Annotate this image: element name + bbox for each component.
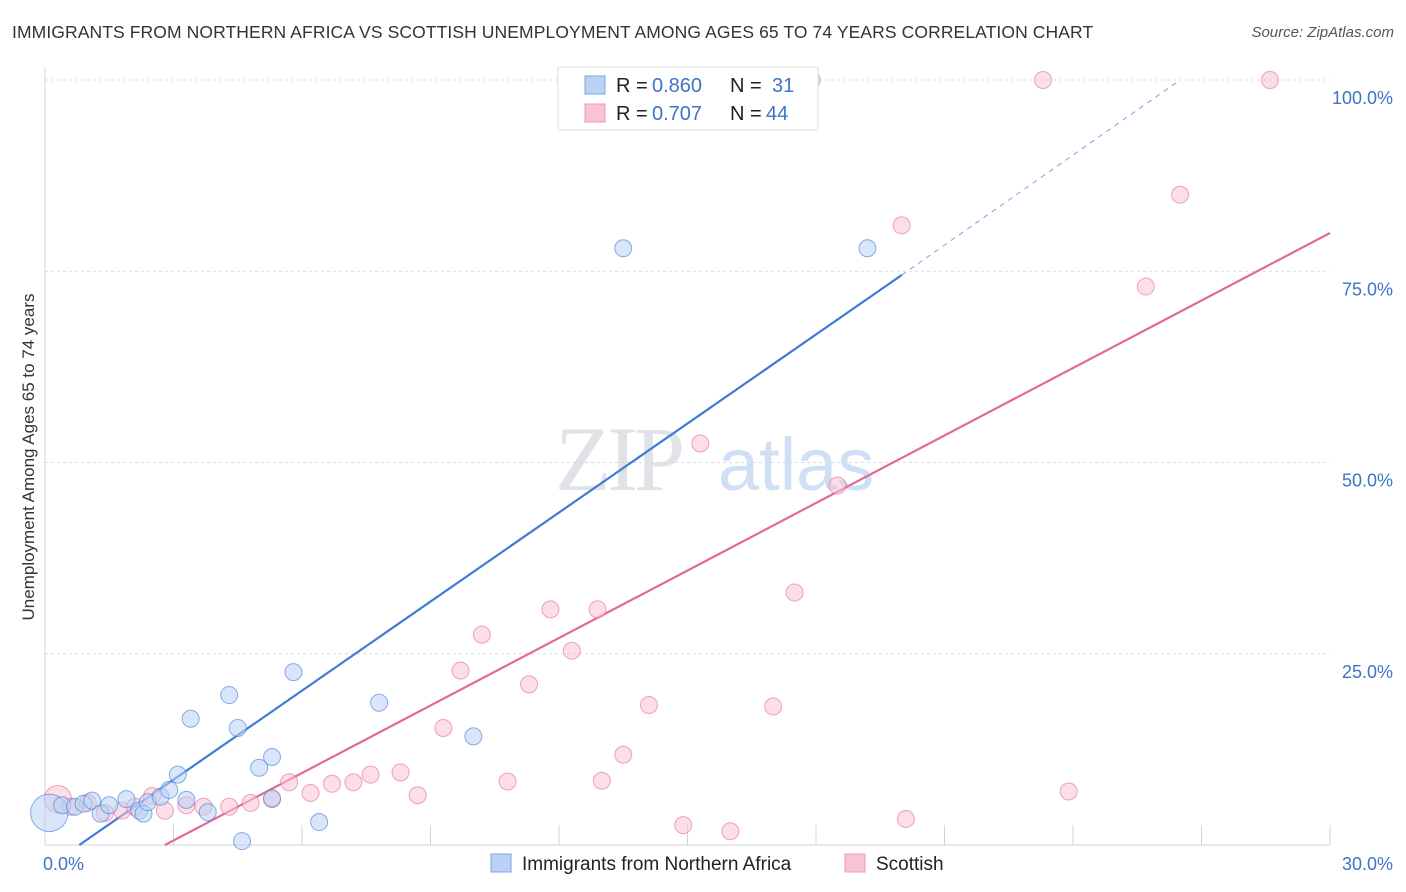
legend-r-value-pink: 0.707 xyxy=(652,103,702,125)
point-blue-28 xyxy=(858,239,877,258)
point-pink-33 xyxy=(721,822,740,841)
point-blue-19 xyxy=(233,832,252,851)
trend-lines xyxy=(78,79,1331,846)
point-pink-21 xyxy=(451,661,470,680)
point-pink-43 xyxy=(1136,277,1155,296)
point-pink-36 xyxy=(785,583,804,602)
grid-lines xyxy=(45,79,1330,655)
point-pink-10 xyxy=(220,797,239,816)
trend-line-pink xyxy=(164,232,1331,846)
x-tick-label-0: 0.0% xyxy=(43,854,84,874)
data-points xyxy=(30,71,1280,851)
legend-n-value-pink: 44 xyxy=(766,103,788,125)
point-pink-45 xyxy=(1261,71,1280,89)
point-pink-42 xyxy=(1059,782,1078,801)
trend-line-blue xyxy=(78,274,903,846)
legend-n-value-blue: 31 xyxy=(772,75,794,97)
point-blue-12 xyxy=(160,780,179,799)
series-legend-swatch-blue xyxy=(490,853,512,873)
point-pink-25 xyxy=(541,600,560,619)
point-pink-17 xyxy=(361,765,380,784)
point-blue-17 xyxy=(220,686,239,705)
legend-r-value-blue: 0.860 xyxy=(652,75,702,97)
point-blue-20 xyxy=(250,758,269,777)
point-pink-32 xyxy=(691,434,710,453)
point-blue-13 xyxy=(168,765,187,784)
point-blue-7 xyxy=(117,790,136,809)
trend-line-extension-blue xyxy=(901,79,1181,276)
legend-r-label-pink: R = xyxy=(616,103,648,125)
legend-swatch-pink xyxy=(584,103,606,123)
point-blue-16 xyxy=(198,803,217,822)
y-tick-label-3: 100.0% xyxy=(1332,88,1393,108)
point-blue-15 xyxy=(181,709,200,728)
series-legend-label-blue: Immigrants from Northern Africa xyxy=(522,854,792,875)
y-tick-labels: 25.0% 50.0% 75.0% 100.0% xyxy=(1332,88,1393,682)
point-pink-30 xyxy=(639,696,658,715)
point-blue-23 xyxy=(284,663,303,682)
point-pink-38 xyxy=(828,476,847,495)
x-tick-labels: 0.0% 30.0% xyxy=(43,854,1393,874)
axes xyxy=(44,68,1331,846)
point-pink-40 xyxy=(896,809,915,828)
legend-r-label-blue: R = xyxy=(616,75,648,97)
point-blue-22 xyxy=(263,748,282,767)
point-pink-28 xyxy=(592,771,611,790)
legend-swatch-blue xyxy=(584,75,606,95)
point-pink-31 xyxy=(674,816,693,835)
point-pink-24 xyxy=(520,675,539,694)
point-blue-18 xyxy=(228,718,247,737)
point-blue-26 xyxy=(464,727,483,746)
chart-title: IMMIGRANTS FROM NORTHERN AFRICA VS SCOTT… xyxy=(12,22,1094,42)
y-axis-label: Unemployment Among Ages 65 to 74 years xyxy=(19,294,38,621)
watermark-zip: ZIP xyxy=(555,408,682,510)
watermark-atlas: atlas xyxy=(718,423,874,506)
point-blue-21 xyxy=(263,789,282,808)
point-blue-25 xyxy=(370,693,389,712)
chart-source: Source: ZipAtlas.com xyxy=(1251,24,1394,41)
point-pink-35 xyxy=(764,697,783,716)
series-legend-swatch-pink xyxy=(844,853,866,873)
correlation-legend: R = 0.860 N = 31 R = 0.707 N = 44 xyxy=(557,66,819,131)
point-pink-16 xyxy=(344,773,363,792)
point-pink-13 xyxy=(280,773,299,792)
x-tick-label-1: 30.0% xyxy=(1342,854,1393,874)
point-pink-11 xyxy=(241,793,260,812)
point-blue-14 xyxy=(177,790,196,809)
point-blue-6 xyxy=(100,796,119,815)
point-blue-24 xyxy=(310,813,329,832)
point-pink-18 xyxy=(391,763,410,782)
legend-n-label-blue: N = xyxy=(730,75,762,97)
point-blue-27 xyxy=(614,239,633,258)
point-blue-4 xyxy=(83,791,102,810)
point-pink-27 xyxy=(588,600,607,619)
point-pink-29 xyxy=(614,745,633,764)
y-tick-label-0: 25.0% xyxy=(1342,662,1393,682)
point-pink-39 xyxy=(892,216,911,235)
series-legend-label-pink: Scottish xyxy=(876,854,944,875)
y-tick-label-1: 50.0% xyxy=(1342,471,1393,491)
point-pink-19 xyxy=(408,786,427,805)
point-pink-14 xyxy=(301,783,320,802)
point-pink-15 xyxy=(322,774,341,793)
point-pink-26 xyxy=(562,641,581,660)
y-tick-label-2: 75.0% xyxy=(1342,279,1393,299)
series-legend: Immigrants from Northern Africa Scottish xyxy=(490,853,944,875)
point-pink-23 xyxy=(498,772,517,791)
point-pink-22 xyxy=(472,625,491,644)
point-pink-41 xyxy=(1034,71,1053,89)
legend-n-label-pink: N = xyxy=(730,103,762,125)
point-pink-20 xyxy=(434,718,453,737)
point-pink-44 xyxy=(1171,185,1190,204)
